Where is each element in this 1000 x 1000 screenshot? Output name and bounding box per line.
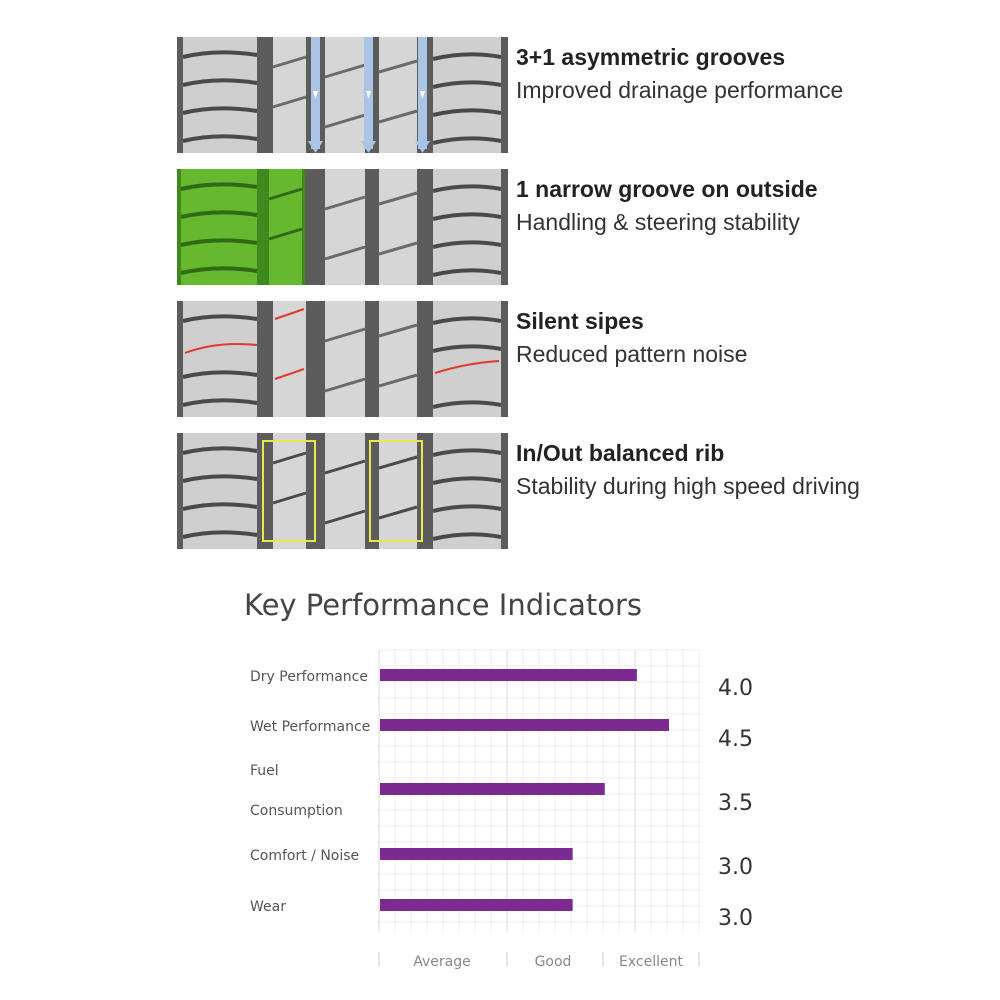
- bar: [380, 899, 573, 911]
- tread-pattern: [177, 37, 508, 153]
- feature-narrow-groove: 1 narrow groove on outside Handling & st…: [177, 169, 877, 285]
- bar: [380, 669, 637, 681]
- x-tick-label: Excellent: [619, 954, 683, 970]
- feature-title: Silent sipes: [516, 308, 644, 334]
- chart-labels: Dry Performance 4.0 Wet Performance 4.5 Fuel…: [250, 669, 753, 970]
- feature-text: 1 narrow groove on outside Handling & st…: [516, 173, 876, 239]
- kpi-title: Key Performance Indicators: [244, 588, 643, 622]
- feature-text: 3+1 asymmetric grooves Improved drainage…: [516, 41, 876, 107]
- x-tick-label: Good: [535, 954, 572, 970]
- value-label: 3.5: [718, 791, 753, 816]
- chart-grid: [378, 649, 700, 966]
- feature-title: 1 narrow groove on outside: [516, 176, 818, 202]
- feature-description: Stability during high speed driving: [516, 473, 860, 499]
- tread-image-grooves: [177, 37, 508, 153]
- feature-text: In/Out balanced rib Stability during hig…: [516, 437, 876, 503]
- category-label: Wear: [250, 899, 286, 915]
- x-tick-label: Average: [413, 954, 471, 970]
- feature-description: Improved drainage performance: [516, 77, 844, 103]
- tread-pattern: [177, 169, 508, 285]
- value-label: 3.0: [718, 906, 753, 931]
- category-label: Dry Performance: [250, 669, 368, 685]
- tread-pattern: [177, 433, 508, 549]
- category-label: Comfort / Noise: [250, 848, 359, 864]
- feature-grooves: 3+1 asymmetric grooves Improved drainage…: [177, 37, 877, 153]
- feature-text: Silent sipes Reduced pattern noise: [516, 305, 876, 371]
- bar: [380, 848, 573, 860]
- chart-bars: [380, 669, 669, 911]
- feature-balanced-rib: In/Out balanced rib Stability during hig…: [177, 433, 877, 549]
- category-label: Fuel: [250, 763, 279, 779]
- feature-description: Reduced pattern noise: [516, 341, 748, 367]
- feature-description: Handling & steering stability: [516, 209, 800, 235]
- feature-title: 3+1 asymmetric grooves: [516, 44, 786, 70]
- tread-pattern: [177, 301, 508, 417]
- bar: [380, 783, 605, 795]
- tread-image-silent-sipes: [177, 301, 508, 417]
- bar: [380, 719, 669, 731]
- feature-title: In/Out balanced rib: [516, 440, 725, 466]
- tread-image-narrow-groove: [177, 169, 508, 285]
- category-label: Consumption: [250, 803, 343, 819]
- value-label: 4.5: [718, 727, 753, 752]
- value-label: 3.0: [718, 855, 753, 880]
- tread-image-balanced-rib: [177, 433, 508, 549]
- feature-silent-sipes: Silent sipes Reduced pattern noise: [177, 301, 877, 417]
- value-label: 4.0: [718, 676, 753, 701]
- category-label: Wet Performance: [250, 719, 370, 735]
